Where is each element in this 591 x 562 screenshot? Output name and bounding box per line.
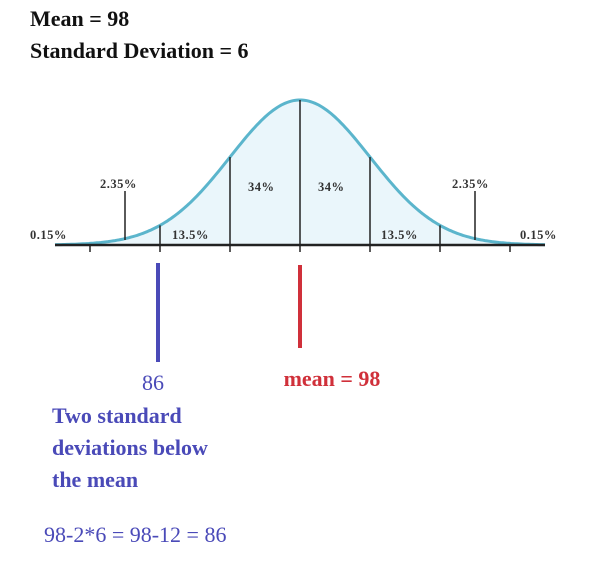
- explanation-line: deviations below: [52, 435, 208, 460]
- pct-label: 2.35%: [100, 177, 137, 191]
- pct-label: 0.15%: [520, 228, 557, 242]
- pct-label: 34%: [318, 180, 345, 194]
- pct-label: 0.15%: [30, 228, 67, 242]
- mean-label: mean = 98: [284, 366, 381, 391]
- explanation-line: Two standard: [52, 403, 182, 428]
- formula: 98-2*6 = 98-12 = 86: [44, 522, 226, 547]
- mean-title: Mean = 98: [30, 6, 129, 31]
- sd-title: Standard Deviation = 6: [30, 38, 249, 63]
- explanation-line: the mean: [52, 467, 138, 492]
- pct-label: 13.5%: [172, 228, 209, 242]
- pct-label: 34%: [248, 180, 275, 194]
- low-label: 86: [142, 370, 164, 395]
- pct-label: 13.5%: [381, 228, 418, 242]
- pct-label: 2.35%: [452, 177, 489, 191]
